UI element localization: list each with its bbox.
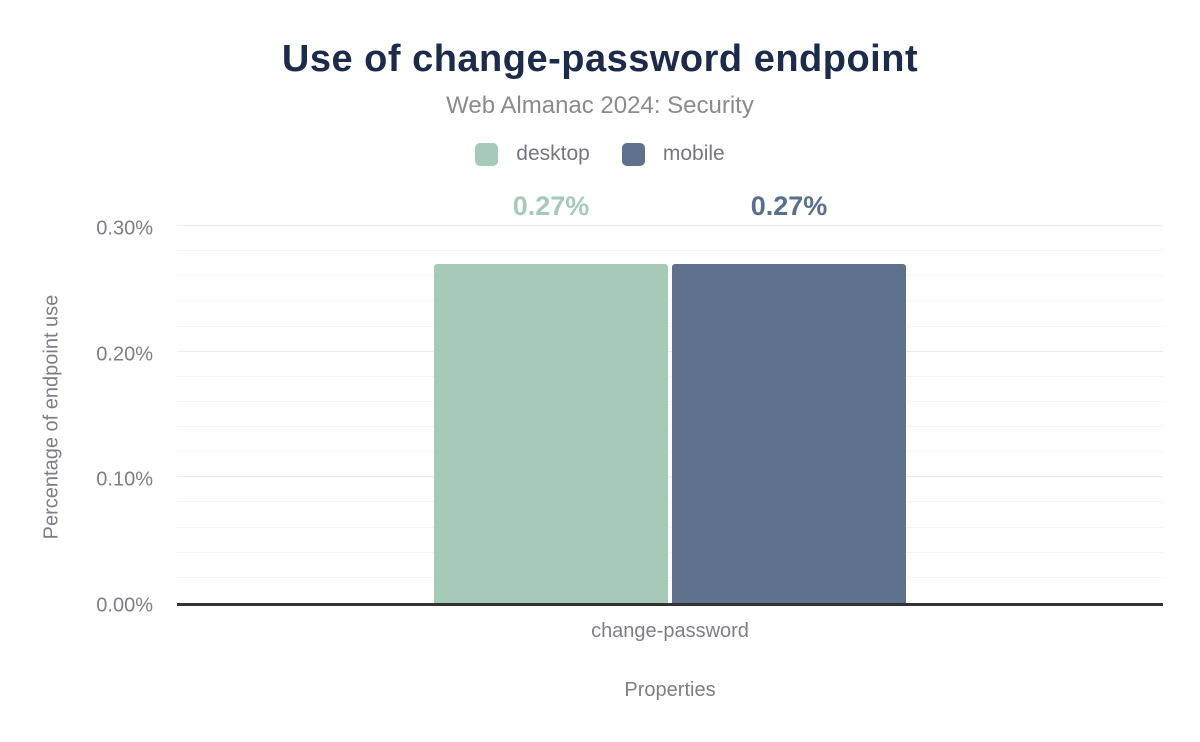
- gridline-minor: [177, 300, 1163, 302]
- legend-swatch-mobile-icon: [621, 142, 645, 166]
- x-tick-label: change-password: [591, 620, 749, 642]
- legend: desktop mobile: [0, 142, 1200, 166]
- gridline-minor: [177, 400, 1163, 402]
- legend-label-desktop: desktop: [516, 142, 590, 165]
- legend-label-mobile: mobile: [662, 142, 725, 165]
- bar-desktop-change-password[interactable]: [434, 263, 668, 603]
- gridline-minor: [177, 375, 1163, 377]
- chart-title: Use of change-password endpoint: [281, 38, 919, 80]
- gridline-major: [177, 350, 1163, 352]
- gridline-minor: [177, 325, 1163, 327]
- y-tick-label: 0.00%: [96, 594, 153, 617]
- gridline-minor: [177, 426, 1163, 428]
- gridline-minor: [177, 576, 1163, 578]
- bar-mobile-change-password[interactable]: [672, 263, 906, 603]
- gridline-minor: [177, 250, 1163, 252]
- gridline-minor: [177, 526, 1163, 528]
- y-tick-label: 0.10%: [96, 468, 153, 491]
- legend-item-mobile[interactable]: mobile: [621, 142, 725, 166]
- gridline-minor: [177, 275, 1163, 277]
- data-label-desktop: 0.27%: [512, 191, 590, 221]
- y-axis-ticks: 0.00% 0.10% 0.20% 0.30%: [0, 218, 165, 617]
- gridline-minor: [177, 451, 1163, 453]
- legend-item-desktop[interactable]: desktop: [475, 142, 590, 166]
- data-label-mobile: 0.27%: [750, 191, 828, 221]
- gridline-major: [177, 476, 1163, 478]
- gridline-minor: [177, 551, 1163, 553]
- gridline-minor: [177, 501, 1163, 503]
- x-axis-title: Properties: [624, 679, 716, 701]
- y-tick-label: 0.20%: [96, 343, 153, 366]
- y-tick-label: 0.30%: [96, 217, 153, 240]
- plot-area: 0.27% 0.27%: [177, 191, 1163, 606]
- legend-swatch-desktop-icon: [475, 142, 499, 166]
- chart-subtitle: Web Almanac 2024: Security: [446, 92, 754, 119]
- gridline-major: [177, 225, 1163, 226]
